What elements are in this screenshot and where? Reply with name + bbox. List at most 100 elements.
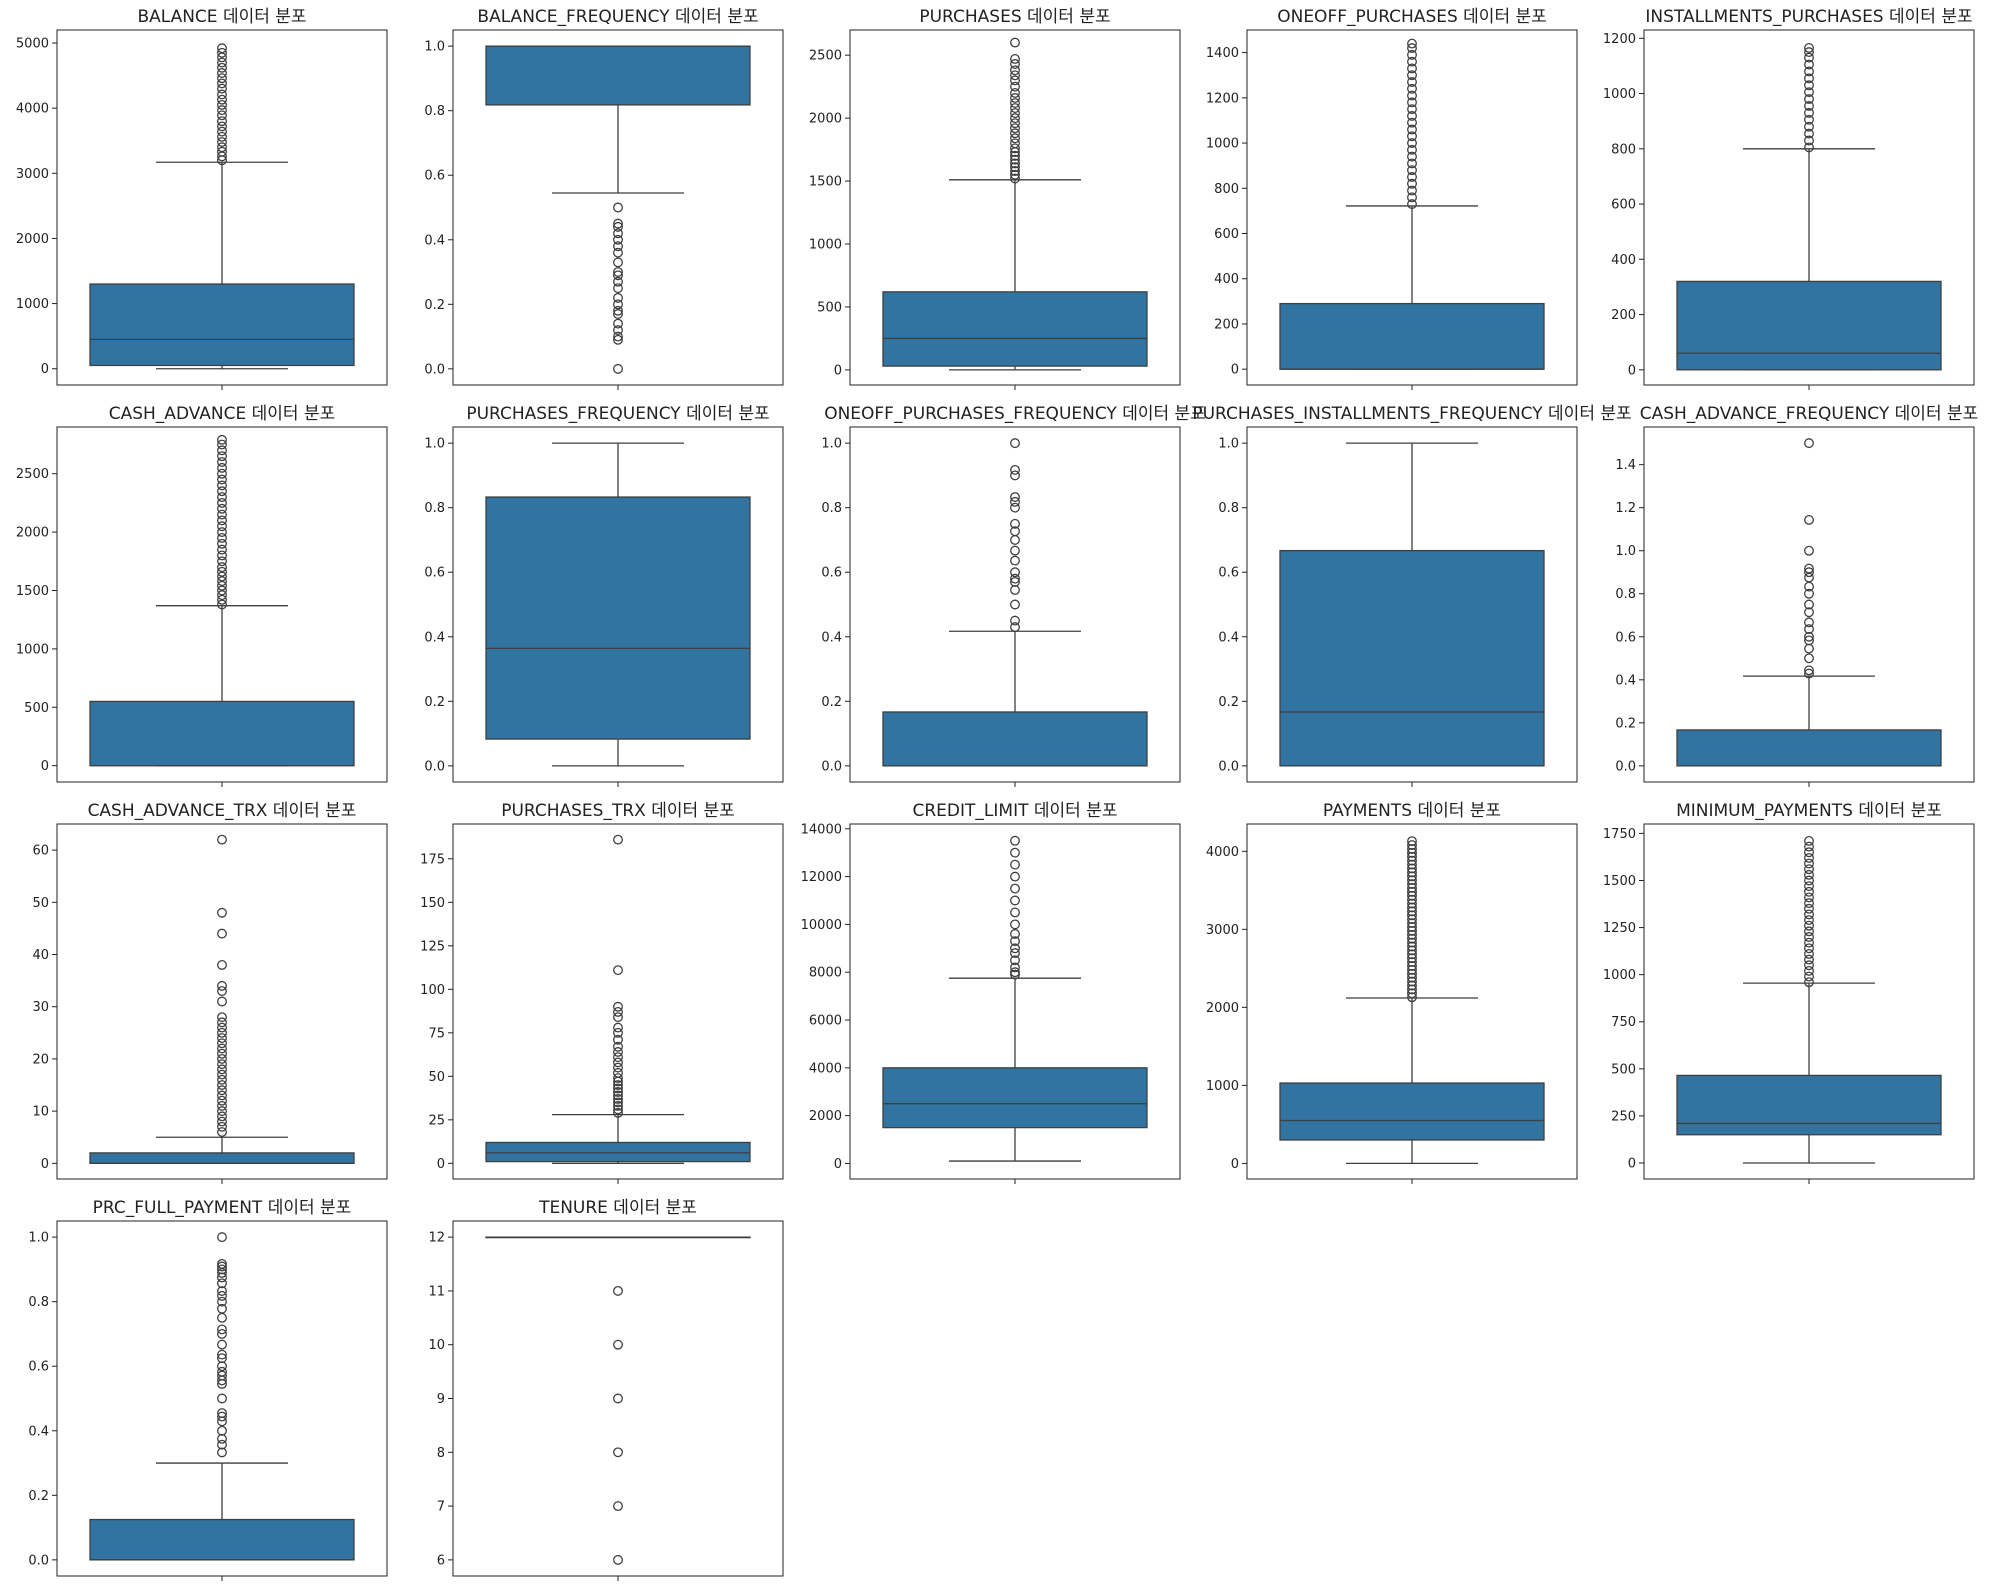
- outlier-point: [1407, 165, 1417, 176]
- outlier-point: [1407, 988, 1417, 999]
- outlier-point: [217, 1043, 227, 1054]
- outlier-point: [1010, 123, 1020, 134]
- outlier-point: [1010, 173, 1020, 184]
- outlier-point: [217, 451, 227, 462]
- outlier-point: [217, 57, 227, 68]
- outlier-point: [613, 299, 623, 310]
- y-tick-label: 25: [428, 1113, 445, 1128]
- outlier-point: [1407, 914, 1417, 925]
- outlier-point: [1804, 926, 1814, 937]
- outlier-point: [613, 1052, 623, 1063]
- outlier-point: [217, 1111, 227, 1122]
- y-tick-label: 1000: [1603, 968, 1636, 983]
- y-tick-label: 100: [420, 983, 445, 998]
- outlier-point: [1010, 438, 1020, 449]
- outlier-point: [1407, 902, 1417, 913]
- outlier-point: [1010, 895, 1020, 906]
- outlier-point: [1407, 980, 1417, 991]
- iqr-box: [1676, 280, 1942, 371]
- iqr-box: [1676, 729, 1942, 767]
- outlier-point: [1804, 665, 1814, 676]
- y-tick-label: 800: [1214, 182, 1239, 197]
- outlier-point: [613, 247, 623, 258]
- outlier-point: [217, 1278, 227, 1289]
- y-tick-label: 0: [41, 759, 49, 774]
- outlier-point: [217, 1064, 227, 1075]
- outlier-point: [1010, 907, 1020, 918]
- outlier-point: [1010, 502, 1020, 513]
- y-tick-label: 60: [32, 844, 49, 859]
- outlier-point: [1804, 977, 1814, 988]
- outlier-point: [217, 1425, 227, 1436]
- outlier-point: [217, 1264, 227, 1275]
- outlier-point: [1010, 113, 1020, 124]
- outlier-point: [217, 986, 227, 997]
- outlier-point: [1804, 101, 1814, 111]
- outlier-point: [1804, 438, 1814, 449]
- outlier-point: [1010, 615, 1020, 626]
- outlier-point: [1804, 47, 1814, 58]
- y-tick-label: 1.4: [1615, 458, 1636, 473]
- y-tick-label: 2000: [809, 1109, 842, 1124]
- outlier-point: [1407, 185, 1417, 196]
- outlier-point: [1407, 178, 1417, 189]
- outlier-point: [1804, 864, 1814, 875]
- outlier-point: [217, 1349, 227, 1360]
- outlier-point: [1407, 151, 1417, 162]
- outlier-point: [1804, 841, 1814, 852]
- outlier-point: [613, 1047, 623, 1057]
- outlier-point: [613, 1094, 623, 1104]
- y-tick-label: 0: [1628, 1156, 1636, 1171]
- y-tick-label: 1.0: [424, 437, 445, 452]
- outlier-point: [613, 1097, 623, 1108]
- outlier-point: [1407, 890, 1417, 901]
- outlier-point: [1407, 984, 1417, 995]
- y-tick-label: 125: [420, 939, 445, 954]
- y-tick-label: 10: [32, 1105, 49, 1120]
- outlier-point: [1010, 883, 1020, 894]
- outlier-point: [217, 834, 227, 845]
- outlier-point: [1407, 43, 1417, 54]
- outlier-point: [217, 1324, 227, 1335]
- y-tick-label: 75: [428, 1026, 445, 1041]
- outlier-point: [1804, 43, 1814, 53]
- outlier-point: [1804, 73, 1814, 84]
- y-tick-label: 4000: [16, 102, 49, 117]
- y-tick-label: 4000: [1206, 845, 1239, 860]
- y-tick-label: 0.2: [1615, 716, 1636, 731]
- outlier-point: [1407, 844, 1417, 854]
- plot-title: TENURE 데이터 분포: [538, 1198, 697, 1218]
- outlier-point: [1010, 169, 1020, 180]
- outlier-point: [613, 1022, 623, 1033]
- outlier-point: [1407, 131, 1417, 142]
- outlier-point: [613, 1062, 623, 1073]
- y-tick-label: 0.4: [821, 630, 842, 645]
- outlier-point: [217, 1439, 227, 1450]
- y-tick-label: 1.0: [821, 437, 842, 452]
- y-tick-label: 12000: [801, 870, 842, 885]
- plot-title: PURCHASES 데이터 분포: [919, 7, 1110, 27]
- plot-title: PURCHASES_TRX 데이터 분포: [501, 801, 735, 821]
- y-tick-label: 1200: [1206, 91, 1239, 106]
- outlier-point: [1010, 128, 1020, 139]
- outlier-point: [217, 497, 227, 508]
- outlier-point: [1407, 158, 1417, 169]
- y-tick-label: 4000: [809, 1061, 842, 1076]
- outlier-point: [1407, 840, 1417, 851]
- y-tick-label: 6: [437, 1553, 445, 1568]
- outlier-point: [1407, 847, 1417, 858]
- outlier-point: [1010, 150, 1020, 161]
- y-tick-label: 0.2: [28, 1489, 49, 1504]
- outlier-point: [217, 131, 227, 142]
- y-tick-label: 600: [1214, 227, 1239, 242]
- outlier-point: [217, 1353, 227, 1364]
- outlier-point: [1804, 835, 1814, 846]
- outlier-point: [1804, 66, 1814, 77]
- outlier-point: [217, 121, 227, 132]
- outlier-point: [1407, 83, 1417, 94]
- outlier-point: [613, 1447, 623, 1458]
- outlier-point: [1804, 563, 1814, 574]
- outlier-point: [613, 1057, 623, 1068]
- outlier-point: [217, 599, 227, 610]
- outlier-point: [1407, 77, 1417, 87]
